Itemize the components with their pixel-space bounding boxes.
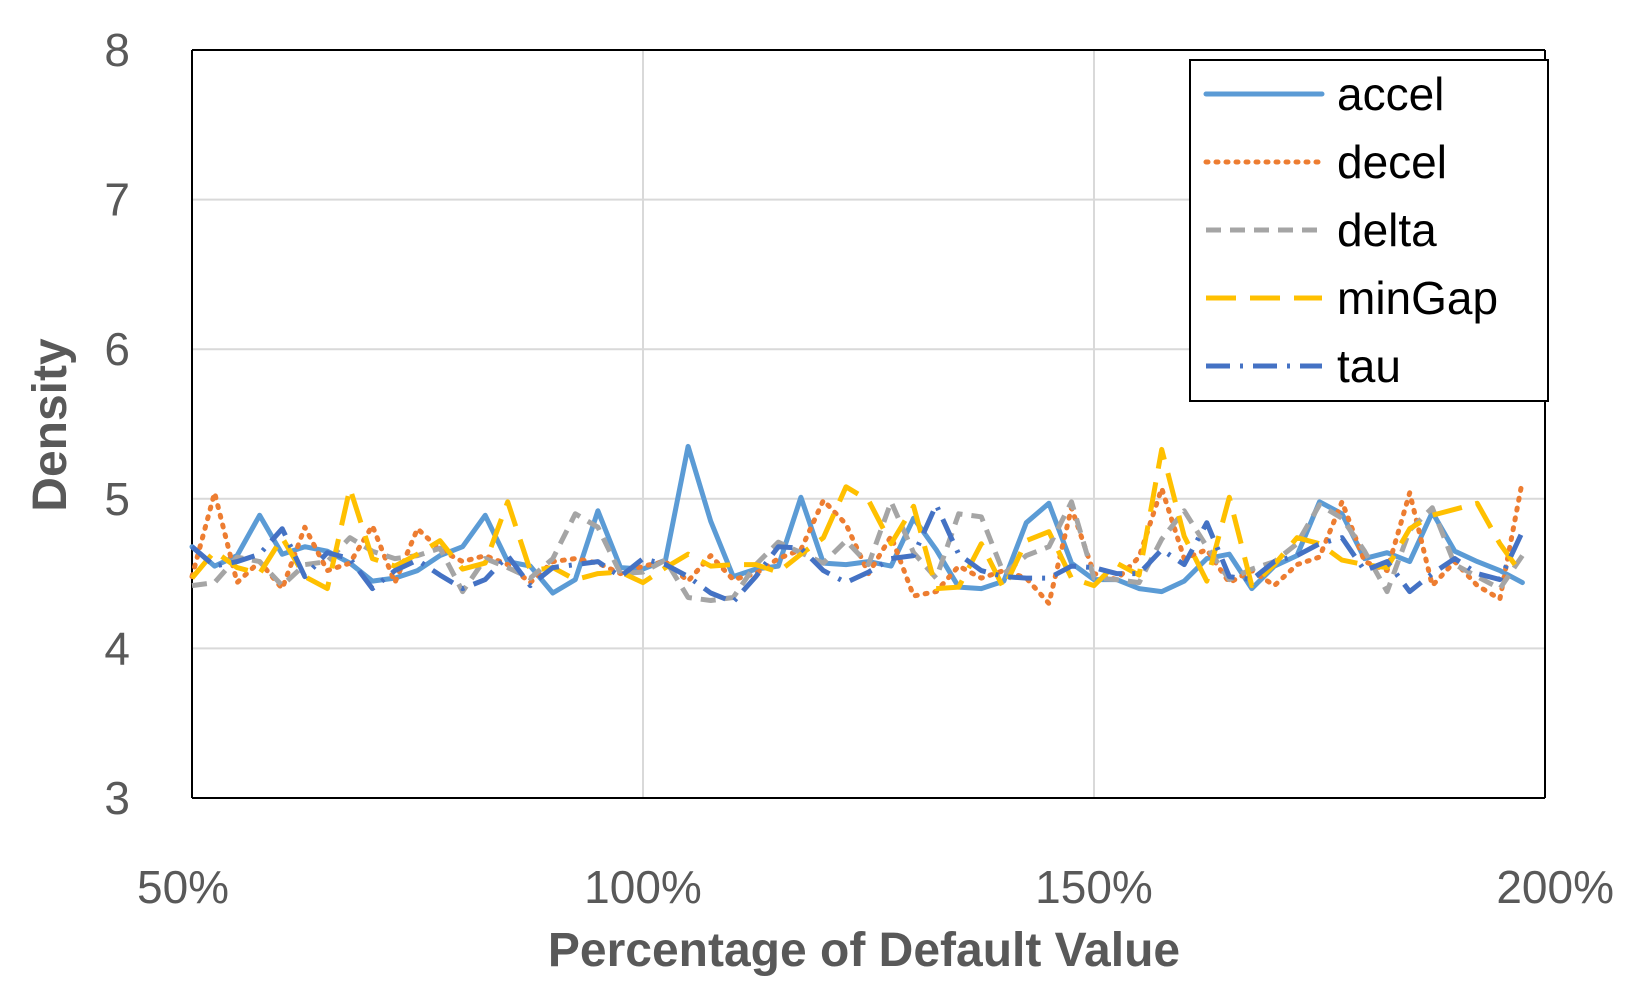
legend-item-decel: decel bbox=[1203, 136, 1447, 188]
legend-item-minGap: minGap bbox=[1206, 272, 1498, 324]
plot-frame bbox=[191, 49, 1546, 799]
y-tick-label: 8 bbox=[104, 24, 130, 76]
y-tick-label: 7 bbox=[104, 174, 130, 226]
y-tick-label: 5 bbox=[104, 473, 130, 525]
legend: accel decel delta minGap tau bbox=[1189, 59, 1549, 402]
x-tick-label: 50% bbox=[137, 861, 229, 913]
y-tick-label: 3 bbox=[104, 772, 130, 824]
y-tick-label: 4 bbox=[104, 622, 130, 674]
tick-labels: 3 4 5 6 7 8 50% 100% 150% 200% bbox=[104, 24, 1614, 913]
legend-items: accel decel delta minGap tau bbox=[1203, 68, 1498, 392]
legend-item-accel: accel bbox=[1203, 68, 1444, 120]
legend-label-accel: accel bbox=[1337, 68, 1444, 120]
legend-label-decel: decel bbox=[1337, 136, 1447, 188]
x-tick-label: 200% bbox=[1496, 861, 1614, 913]
x-axis-title: Percentage of Default Value bbox=[548, 924, 1180, 977]
legend-label-minGap: minGap bbox=[1337, 272, 1498, 324]
legend-label-delta: delta bbox=[1337, 204, 1437, 256]
y-axis-title: Density bbox=[24, 338, 77, 512]
x-tick-label: 150% bbox=[1035, 861, 1153, 913]
x-tick-label: 100% bbox=[584, 861, 702, 913]
legend-item-delta: delta bbox=[1206, 204, 1437, 256]
legend-label-tau: tau bbox=[1337, 340, 1401, 392]
legend-box bbox=[1189, 59, 1549, 402]
y-tick-label: 6 bbox=[104, 323, 130, 375]
series-line-decel bbox=[189, 478, 1525, 606]
legend-item-tau: tau bbox=[1206, 340, 1401, 392]
series-lines bbox=[189, 443, 1525, 606]
series-line-accel bbox=[189, 443, 1525, 596]
series-line-minGap bbox=[190, 446, 1525, 592]
series-line-tau bbox=[190, 502, 1525, 605]
